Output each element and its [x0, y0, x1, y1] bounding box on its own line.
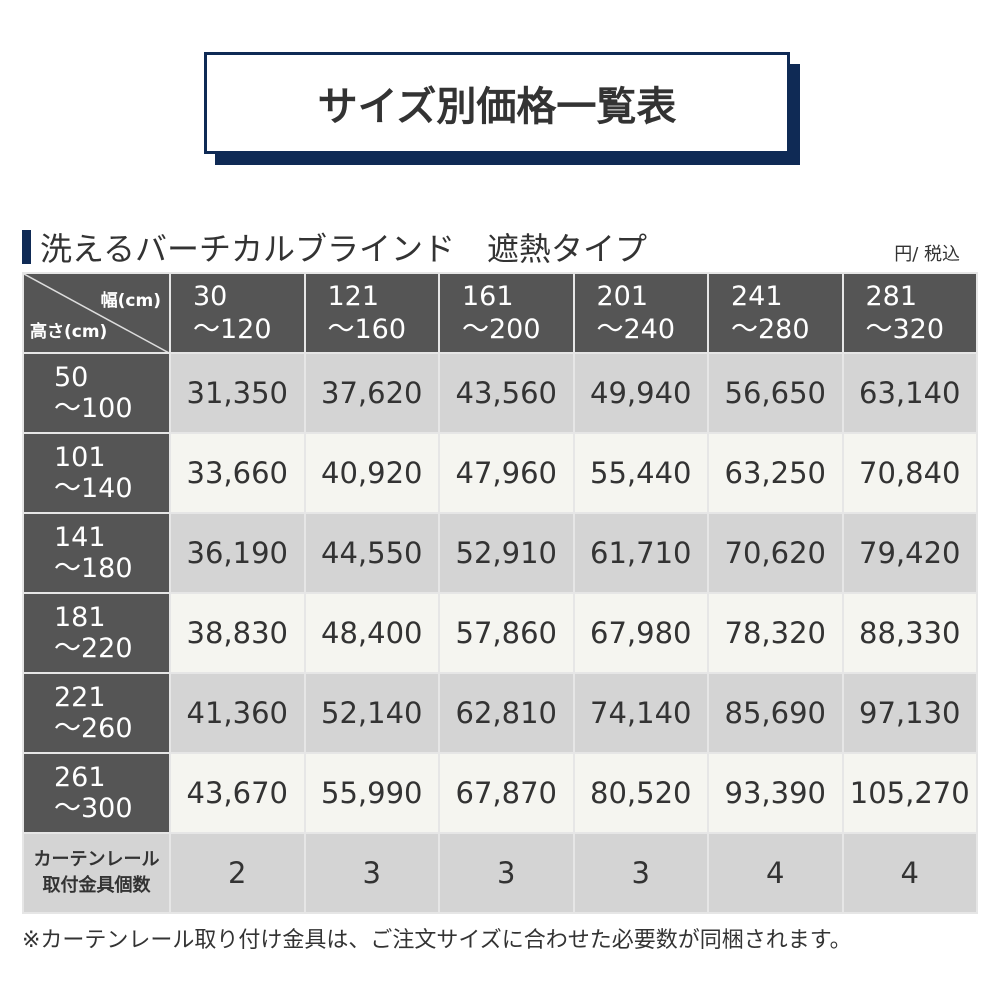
- column-header: 201 ～240: [572, 272, 709, 354]
- corner-cell: 幅(cm) 高さ(cm): [22, 272, 171, 354]
- price-cell: 43,670: [169, 752, 306, 834]
- bracket-count-cell: 3: [438, 832, 575, 914]
- price-cell: 52,910: [438, 512, 575, 594]
- price-cell: 38,830: [169, 592, 306, 674]
- price-cell: 44,550: [303, 512, 440, 594]
- row-range-part: 181: [54, 602, 106, 633]
- row-range-part: ～260: [54, 713, 133, 744]
- column-header: 241 ～280: [707, 272, 844, 354]
- price-cell: 61,710: [572, 512, 709, 594]
- price-cell: 56,650: [707, 352, 844, 434]
- bracket-label-line: カーテンレール: [33, 849, 160, 870]
- product-subtitle: 洗えるバーチカルブラインド 遮熱タイプ: [40, 230, 648, 268]
- price-cell: 40,920: [303, 432, 440, 514]
- column-range-part: ～280: [731, 314, 810, 345]
- column-range-part: 201: [596, 281, 649, 312]
- bracket-count-row: カーテンレール 取付金具個数 2 3 3 3 4 4: [22, 832, 978, 914]
- column-range-part: 241: [731, 281, 783, 312]
- column-range-part: 30: [193, 281, 228, 312]
- column-range-part: 121: [327, 281, 380, 312]
- price-cell: 63,250: [707, 432, 844, 514]
- footnote: ※カーテンレール取り付け金具は、ご注文サイズに合わせた必要数が同梱されます。: [22, 928, 852, 953]
- row-range-part: ～180: [54, 553, 133, 584]
- row-header: 261 ～300: [22, 752, 171, 834]
- row-range-part: 101: [54, 442, 106, 473]
- price-cell: 67,980: [572, 592, 709, 674]
- column-range-part: 161: [462, 281, 514, 312]
- row-range-part: 261: [54, 762, 106, 793]
- column-header: 281 ～320: [841, 272, 978, 354]
- row-range-part: ～300: [54, 793, 133, 824]
- bracket-label-line: 取付金具個数: [42, 875, 151, 896]
- price-cell: 97,130: [841, 672, 978, 754]
- column-range-part: ～120: [193, 314, 272, 345]
- price-cell: 48,400: [303, 592, 440, 674]
- table-row: 50 ～100 31,350 37,620 43,560 49,940 56,650 63,1…: [22, 352, 978, 434]
- price-cell: 52,140: [303, 672, 440, 754]
- table-row: 101 ～140 33,660 40,920 47,960 55,440 63,250 70,…: [22, 432, 978, 514]
- height-label: 高さ(cm): [30, 322, 108, 342]
- price-cell: 33,660: [169, 432, 306, 514]
- column-range-part: 281: [865, 281, 918, 312]
- bracket-count-cell: 4: [841, 832, 978, 914]
- bracket-count-cell: 4: [707, 832, 844, 914]
- price-cell: 57,860: [438, 592, 575, 674]
- column-range-part: ～200: [462, 314, 541, 345]
- row-range-part: 50: [54, 362, 89, 393]
- header-row: 幅(cm) 高さ(cm) 30 ～120 121 ～160 161 ～200 201 ～240…: [22, 272, 978, 354]
- price-cell: 47,960: [438, 432, 575, 514]
- row-range-part: ～220: [54, 633, 133, 664]
- price-cell: 93,390: [707, 752, 844, 834]
- row-header: 50 ～100: [22, 352, 171, 434]
- table-row: 221 ～260 41,360 52,140 62,810 74,140 85,690 97,…: [22, 672, 978, 754]
- price-cell: 74,140: [572, 672, 709, 754]
- price-cell: 41,360: [169, 672, 306, 754]
- price-cell: 55,990: [303, 752, 440, 834]
- bracket-count-label: カーテンレール 取付金具個数: [22, 832, 171, 914]
- diagonal-line: [25, 275, 168, 351]
- price-cell: 67,870: [438, 752, 575, 834]
- price-cell: 31,350: [169, 352, 306, 434]
- row-range-part: 141: [54, 522, 106, 553]
- price-cell: 80,520: [572, 752, 709, 834]
- row-range-part: 221: [54, 682, 106, 713]
- price-table: 幅(cm) 高さ(cm) 30 ～120 121 ～160 161 ～200 201 ～240…: [22, 272, 978, 914]
- row-header: 141 ～180: [22, 512, 171, 594]
- price-cell: 49,940: [572, 352, 709, 434]
- row-header: 101 ～140: [22, 432, 171, 514]
- price-cell: 43,560: [438, 352, 575, 434]
- price-cell: 105,270: [841, 752, 978, 834]
- column-header: 30 ～120: [169, 272, 306, 354]
- column-header: 121 ～160: [303, 272, 440, 354]
- bracket-count-cell: 2: [169, 832, 306, 914]
- price-cell: 85,690: [707, 672, 844, 754]
- page-title: サイズ別価格一覧表: [204, 52, 790, 154]
- column-header: 161 ～200: [438, 272, 575, 354]
- subtitle-accent-bar: [22, 230, 31, 264]
- bracket-count-cell: 3: [303, 832, 440, 914]
- price-cell: 62,810: [438, 672, 575, 754]
- row-header: 181 ～220: [22, 592, 171, 674]
- price-cell: 78,320: [707, 592, 844, 674]
- price-cell: 37,620: [303, 352, 440, 434]
- table-row: 261 ～300 43,670 55,990 67,870 80,520 93,390 105…: [22, 752, 978, 834]
- price-cell: 36,190: [169, 512, 306, 594]
- width-label: 幅(cm): [100, 291, 161, 311]
- price-cell: 63,140: [841, 352, 978, 434]
- column-range-part: ～160: [327, 314, 407, 345]
- price-unit: 円/ 税込: [894, 244, 960, 265]
- bracket-count-cell: 3: [572, 832, 709, 914]
- price-cell: 70,620: [707, 512, 844, 594]
- row-range-part: ～140: [54, 473, 133, 504]
- column-range-part: ～320: [865, 314, 945, 345]
- price-cell: 79,420: [841, 512, 978, 594]
- row-range-part: ～100: [54, 393, 133, 424]
- row-header: 221 ～260: [22, 672, 171, 754]
- column-range-part: ～240: [596, 314, 676, 345]
- price-cell: 88,330: [841, 592, 978, 674]
- table-row: 141 ～180 36,190 44,550 52,910 61,710 70,620 79,…: [22, 512, 978, 594]
- table-row: 181 ～220 38,830 48,400 57,860 67,980 78,320 88,…: [22, 592, 978, 674]
- price-cell: 70,840: [841, 432, 978, 514]
- price-cell: 55,440: [572, 432, 709, 514]
